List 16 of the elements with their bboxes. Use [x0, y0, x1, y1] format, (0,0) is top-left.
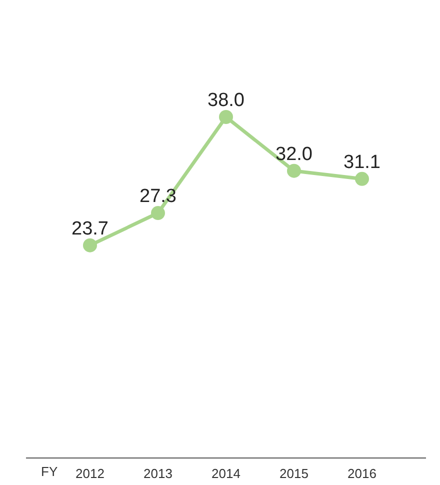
x-tick-label: 2012 — [76, 466, 104, 482]
x-axis-title: FY — [41, 464, 58, 480]
data-label: 31.1 — [344, 152, 380, 173]
point — [151, 206, 165, 220]
point — [219, 110, 233, 124]
data-label: 38.0 — [208, 90, 244, 111]
data-label: 32.0 — [276, 144, 312, 165]
x-tick-label: 2013 — [144, 466, 172, 482]
data-label: 27.3 — [140, 186, 176, 208]
point — [83, 238, 97, 252]
data-label: 23.7 — [72, 218, 108, 240]
x-tick-label: 2014 — [212, 466, 240, 482]
point — [355, 172, 369, 186]
point — [287, 164, 301, 178]
x-tick-label: 2015 — [280, 466, 308, 482]
x-tick-label: 2016 — [348, 466, 376, 482]
